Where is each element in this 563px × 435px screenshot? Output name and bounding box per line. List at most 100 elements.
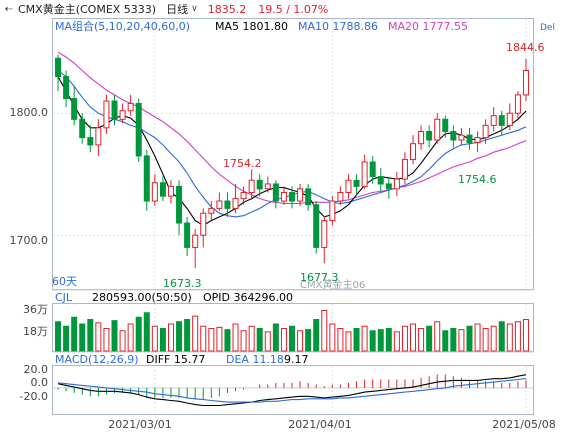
volume-indicator-label[interactable]: CJL <box>55 291 73 304</box>
symbol-title[interactable]: CMX黄金主(COMEX 5333) <box>18 3 157 16</box>
candle-body <box>418 131 425 145</box>
candle-body <box>337 192 344 202</box>
candle-body <box>95 127 102 146</box>
candle-body <box>321 220 328 248</box>
low-annotation-1: 1673.3 <box>163 277 202 290</box>
volume-bar <box>216 326 223 352</box>
candle-body <box>192 234 199 248</box>
volume-bar <box>401 325 408 352</box>
candle-body <box>151 182 158 202</box>
candle-body <box>184 222 191 248</box>
candle-body <box>297 188 304 202</box>
candle-body <box>63 76 70 100</box>
candlestick-series <box>55 54 529 269</box>
candle-body <box>353 179 360 187</box>
volume-bar <box>79 323 86 352</box>
volume-bar <box>240 330 247 352</box>
volume-bar <box>337 328 344 352</box>
volume-bar <box>474 323 481 352</box>
candle-body <box>401 159 408 180</box>
volume-bar <box>87 319 94 352</box>
volume-values: 280593.00(50:50) <box>92 291 192 304</box>
back-arrow-icon[interactable]: ⇠ <box>4 3 14 15</box>
volume-bar <box>506 323 513 352</box>
low-annotation-2: 1677.3 <box>300 271 339 284</box>
ma5-value: MA5 1801.80 <box>215 20 288 33</box>
candle-body <box>176 185 183 224</box>
candle-body <box>127 102 134 112</box>
candle-body <box>393 178 400 190</box>
volume-bar <box>288 325 296 352</box>
macd-y-tick: 0.0 <box>31 376 49 389</box>
volume-bar <box>442 330 449 352</box>
del-label[interactable]: Del <box>540 23 555 33</box>
candle-body <box>498 115 505 126</box>
volume-bar <box>256 328 263 352</box>
ma20-line <box>57 51 527 205</box>
candle-body <box>450 131 457 141</box>
volume-bar <box>393 331 400 352</box>
candle-body <box>135 102 142 157</box>
annotation-1754-6: 1754.6 <box>458 173 497 186</box>
volume-bar <box>192 315 199 352</box>
volume-bar <box>377 329 384 352</box>
candle-body <box>442 118 449 133</box>
candle-body <box>377 176 384 185</box>
range-label[interactable]: 60天 <box>52 275 77 288</box>
candle-body <box>345 179 352 194</box>
candle-body <box>232 198 239 209</box>
last-price: 1835.2 <box>207 2 247 16</box>
macd-histogram <box>53 374 533 400</box>
volume-bar <box>410 323 417 352</box>
candle-body <box>55 57 62 78</box>
macd-y-tick: 20.0 <box>24 363 49 376</box>
volume-bar <box>369 330 376 352</box>
chevron-down-icon[interactable]: ∨ <box>191 4 198 14</box>
period-selector[interactable]: 日线 <box>166 3 189 16</box>
candle-body <box>410 143 417 161</box>
candle-body <box>224 200 231 209</box>
volume-bar <box>143 312 150 352</box>
candle-body <box>458 134 465 141</box>
macd-diff-value: DIFF 15.77 <box>146 353 205 366</box>
candle-body <box>506 112 513 126</box>
volume-bar <box>313 319 320 352</box>
candle-body <box>159 182 166 197</box>
volume-bar <box>151 325 158 352</box>
macd-lines <box>57 374 527 407</box>
candle-body <box>87 137 94 146</box>
volume-bar <box>418 328 425 352</box>
volume-bar <box>184 319 191 352</box>
candle-body <box>466 134 473 143</box>
candle-body <box>490 115 497 126</box>
volume-bar <box>353 328 360 352</box>
price-change: 19.5 / 1.07% <box>258 2 329 16</box>
ma20-line <box>57 51 527 205</box>
watermark: CMX黄金主06 <box>300 278 365 291</box>
volume-bar <box>63 325 70 352</box>
volume-bar <box>176 321 183 352</box>
macd-indicator-label[interactable]: MACD(12,26,9) <box>55 353 139 366</box>
candle-body <box>305 188 312 206</box>
volume-bar <box>345 331 352 352</box>
candle-body <box>240 192 247 200</box>
volume-bar <box>280 328 287 352</box>
volume-bar <box>272 323 279 352</box>
volume-bar <box>167 323 174 352</box>
candle-body <box>248 179 255 194</box>
candle-body <box>79 118 86 139</box>
volume-bar <box>458 329 465 352</box>
volume-bar <box>103 328 110 352</box>
candle-body <box>434 118 441 141</box>
candle-body <box>272 183 279 202</box>
macd-panel-frame <box>52 365 534 415</box>
candle-body <box>482 124 489 139</box>
candle-body <box>280 192 287 202</box>
opid-value: OPID 364296.00 <box>203 291 293 304</box>
ma-indicator-label[interactable]: MA组合(5,10,20,40,60,0) <box>55 19 190 33</box>
volume-bar <box>297 330 304 352</box>
volume-bar <box>305 329 312 352</box>
volume-bar <box>450 328 457 352</box>
candle-body <box>522 70 529 96</box>
